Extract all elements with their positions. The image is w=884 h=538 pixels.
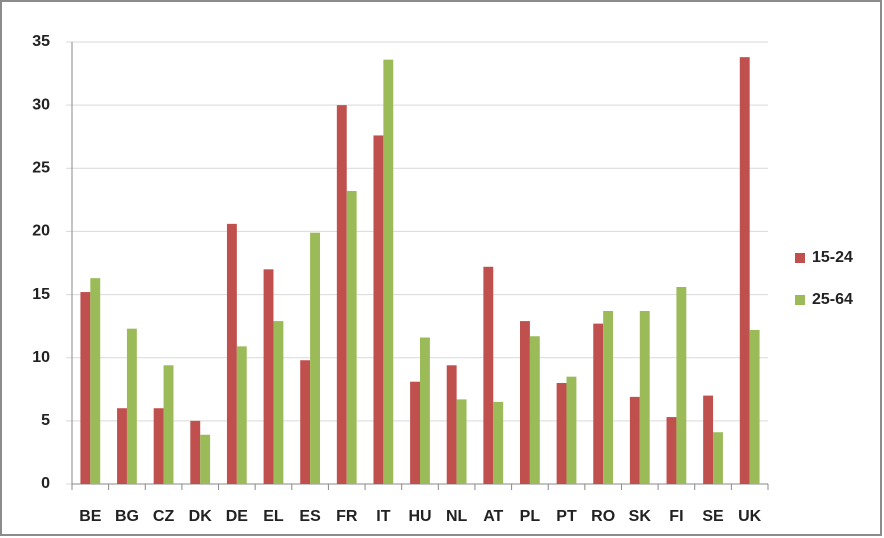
y-tick-label: 15 — [32, 286, 50, 303]
y-tick-label: 0 — [41, 475, 50, 492]
x-tick-label: ES — [299, 508, 321, 525]
bar — [593, 323, 604, 484]
x-tick-label: PT — [556, 508, 577, 525]
x-tick-label: DK — [189, 508, 213, 525]
bar — [529, 336, 540, 484]
bar — [310, 232, 320, 484]
bar — [676, 286, 687, 484]
bar — [163, 365, 174, 484]
x-tick-label: IT — [376, 508, 390, 525]
bar — [410, 381, 420, 484]
bar — [236, 346, 247, 484]
legend-swatch — [795, 253, 805, 263]
x-tick-label: DE — [226, 508, 249, 525]
x-tick-label: PL — [520, 508, 541, 525]
bar — [383, 59, 394, 485]
bar — [639, 310, 650, 484]
bar — [666, 417, 677, 484]
y-tick-label: 35 — [32, 33, 50, 50]
bar — [556, 382, 567, 484]
x-tick-label: NL — [446, 508, 468, 525]
y-tick-label: 25 — [32, 160, 50, 177]
bar — [629, 396, 640, 484]
bar — [373, 135, 384, 485]
x-tick-label: RO — [591, 508, 615, 525]
bar — [80, 292, 91, 484]
x-tick-label: BG — [115, 508, 139, 525]
legend-label: 25-64 — [812, 291, 853, 308]
legend-label: 15-24 — [812, 249, 853, 266]
bar — [566, 376, 577, 484]
bar — [483, 266, 494, 484]
x-tick-label: UK — [738, 508, 762, 525]
bar — [273, 321, 284, 484]
bar — [420, 337, 430, 484]
bar — [126, 328, 137, 484]
bar — [703, 395, 714, 484]
bar — [603, 310, 614, 484]
x-tick-label: FI — [669, 508, 683, 525]
bar — [300, 360, 311, 484]
x-tick-label: EL — [263, 508, 284, 525]
bar — [200, 434, 211, 484]
x-tick-label: AT — [483, 508, 503, 525]
x-tick-label: HU — [408, 508, 431, 525]
x-tick-label: SK — [629, 508, 652, 525]
y-tick-label: 30 — [32, 96, 50, 113]
bar — [749, 329, 760, 484]
x-tick-label: BE — [79, 508, 102, 525]
bar — [90, 278, 101, 484]
bar — [346, 191, 357, 484]
x-tick-label: FR — [336, 508, 358, 525]
bar — [739, 57, 750, 484]
bar — [117, 408, 127, 484]
y-tick-label: 20 — [32, 223, 50, 240]
bar — [336, 105, 347, 485]
bar — [446, 365, 457, 484]
y-tick-label: 5 — [41, 412, 50, 429]
x-tick-label: CZ — [153, 508, 175, 525]
bar — [153, 408, 164, 484]
bar — [520, 321, 530, 484]
bar — [493, 401, 504, 484]
legend-swatch — [795, 295, 805, 305]
bar — [263, 269, 274, 484]
y-tick-label: 10 — [32, 349, 50, 366]
bar — [190, 420, 201, 484]
x-tick-label: SE — [702, 508, 724, 525]
bar — [713, 432, 723, 484]
bar — [226, 223, 237, 484]
bar — [456, 399, 467, 484]
